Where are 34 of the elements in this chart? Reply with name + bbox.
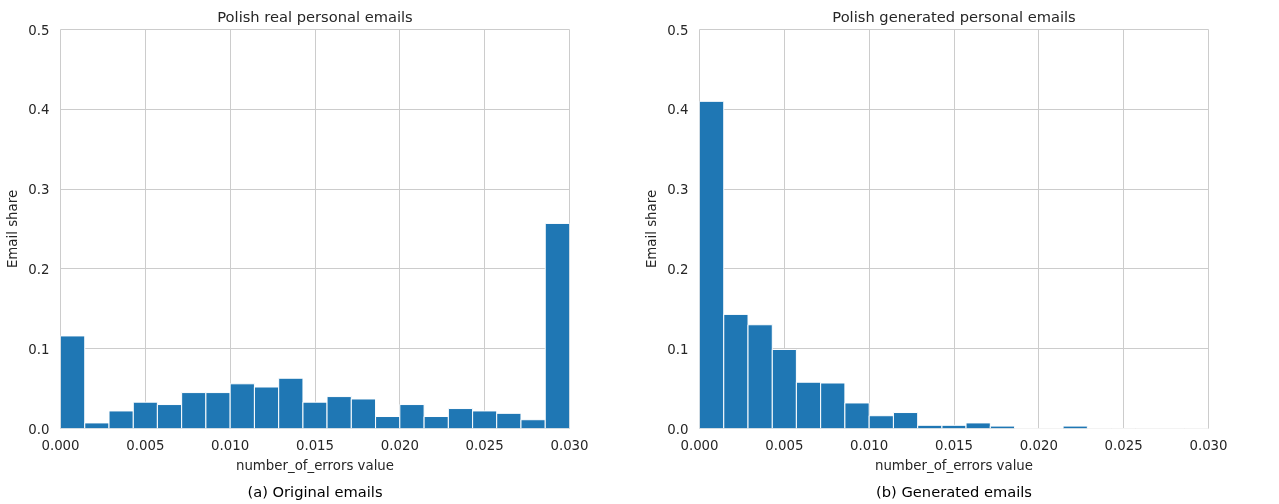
y-axis-title: Email share bbox=[644, 189, 660, 269]
y-tick-label: 0.0 bbox=[28, 421, 50, 437]
x-tick-label: 0.010 bbox=[211, 437, 250, 453]
x-tick-label: 0.030 bbox=[550, 437, 589, 453]
x-tick-label: 0.000 bbox=[41, 437, 80, 453]
x-tick-label: 0.015 bbox=[934, 437, 974, 453]
y-tick-label: 0.3 bbox=[28, 182, 50, 198]
y-tick-label: 0.2 bbox=[28, 261, 50, 277]
y-axis-title: Email share bbox=[5, 189, 21, 269]
y-tick-label: 0.0 bbox=[667, 421, 689, 437]
text: (b) Generated emails bbox=[876, 482, 1032, 500]
x-tick-label: 0.025 bbox=[1104, 437, 1143, 453]
x-tick-label: 0.030 bbox=[1189, 437, 1228, 453]
y-tick-label: 0.4 bbox=[667, 102, 689, 118]
chart-title: Polish generated personal emails bbox=[832, 7, 1076, 25]
text: (a) Original emails bbox=[247, 482, 383, 500]
x-tick-label: 0.005 bbox=[126, 437, 165, 453]
x-tick-label: 0.020 bbox=[380, 437, 419, 453]
x-tick-label: 0.020 bbox=[1019, 437, 1058, 453]
x-axis-title: number_of_errors value bbox=[874, 457, 1034, 473]
y-tick-label: 0.5 bbox=[667, 22, 689, 38]
y-tick-label: 0.4 bbox=[28, 102, 50, 118]
x-tick-label: 0.025 bbox=[465, 437, 504, 453]
x-axis-title: number_of_errors value bbox=[235, 457, 395, 473]
x-tick-label: 0.005 bbox=[765, 437, 804, 453]
x-tick-label: 0.010 bbox=[850, 437, 889, 453]
y-tick-label: 0.3 bbox=[667, 182, 689, 198]
x-tick-label: 0.015 bbox=[295, 437, 335, 453]
chart-title: Polish real personal emails bbox=[217, 7, 413, 25]
y-tick-label: 0.1 bbox=[28, 341, 50, 357]
y-tick-label: 0.1 bbox=[667, 341, 689, 357]
y-tick-label: 0.5 bbox=[28, 22, 50, 38]
y-tick-label: 0.2 bbox=[667, 261, 689, 277]
x-tick-label: 0.000 bbox=[680, 437, 719, 453]
